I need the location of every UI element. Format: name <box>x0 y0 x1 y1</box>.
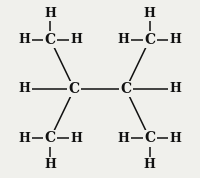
Text: H: H <box>144 158 156 171</box>
Text: H: H <box>70 132 82 145</box>
Text: H: H <box>19 33 30 46</box>
Text: C: C <box>45 131 56 145</box>
Text: H: H <box>19 132 30 145</box>
Text: C: C <box>144 131 155 145</box>
Text: H: H <box>44 158 56 171</box>
Text: C: C <box>69 82 80 96</box>
Text: H: H <box>70 33 82 46</box>
Text: H: H <box>170 33 181 46</box>
Text: H: H <box>44 7 56 20</box>
Text: C: C <box>120 82 131 96</box>
Text: H: H <box>19 82 30 96</box>
Text: C: C <box>144 33 155 47</box>
Text: H: H <box>144 7 156 20</box>
Text: H: H <box>118 33 130 46</box>
Text: H: H <box>118 132 130 145</box>
Text: C: C <box>45 33 56 47</box>
Text: H: H <box>170 132 181 145</box>
Text: H: H <box>170 82 181 96</box>
